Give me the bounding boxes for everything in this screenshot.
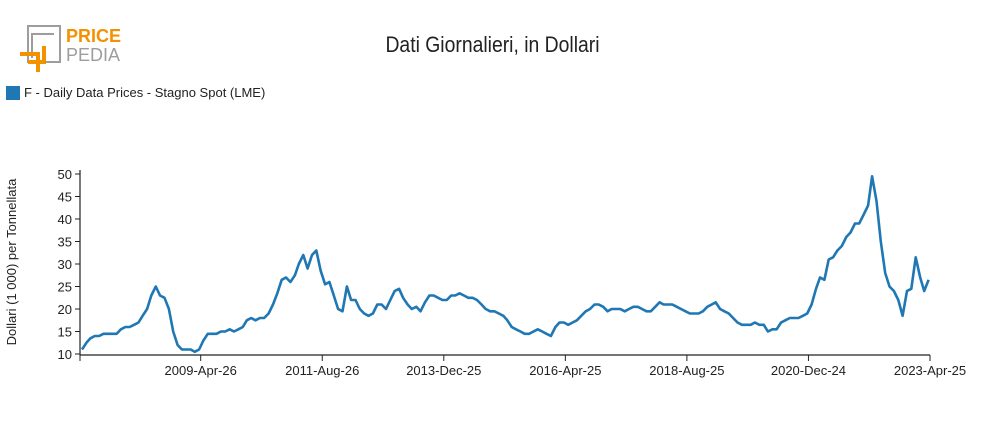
y-tick-label: 10 bbox=[58, 347, 72, 362]
y-tick-label: 50 bbox=[58, 167, 72, 182]
y-tick-label: 30 bbox=[58, 257, 72, 272]
y-tick-label: 15 bbox=[58, 325, 72, 340]
x-tick-label: 2013-Dec-25 bbox=[406, 363, 481, 378]
y-tick-label: 25 bbox=[58, 280, 72, 295]
x-tick-label: 2020-Dec-24 bbox=[771, 363, 846, 378]
logo-text-price: PRICE bbox=[66, 26, 121, 46]
y-tick-label: 35 bbox=[58, 235, 72, 250]
series-line-stagno bbox=[80, 175, 930, 354]
x-tick-label: 2009-Apr-26 bbox=[165, 363, 237, 378]
x-tick-label: 2011-Aug-26 bbox=[285, 363, 359, 378]
y-tick-label: 20 bbox=[58, 302, 72, 317]
y-axis: 10 15 20 25 30 35 40 45 50 bbox=[58, 167, 81, 362]
x-tick-label: 2018-Aug-25 bbox=[649, 363, 724, 378]
y-axis-label: Dollari (1 000) per Tonnellata bbox=[4, 178, 19, 345]
pricepedia-logo: PRICE PEDIA bbox=[18, 24, 128, 74]
chart-title: Dati Giornalieri, in Dollari bbox=[385, 32, 600, 57]
logo-text-pedia: PEDIA bbox=[66, 45, 120, 65]
legend-label: F - Daily Data Prices - Stagno Spot (LME… bbox=[24, 85, 266, 100]
y-tick-label: 45 bbox=[58, 190, 72, 205]
legend-swatch bbox=[6, 85, 20, 100]
x-tick-label: 2016-Apr-25 bbox=[529, 363, 601, 378]
x-axis: 2009-Apr-26 2011-Aug-26 2013-Dec-25 2016-Ap… bbox=[79, 354, 966, 378]
y-tick-label: 40 bbox=[58, 212, 72, 227]
legend[interactable]: F - Daily Data Prices - Stagno Spot (LME… bbox=[6, 85, 265, 100]
x-tick-label: 2023-Apr-25 bbox=[894, 363, 966, 378]
